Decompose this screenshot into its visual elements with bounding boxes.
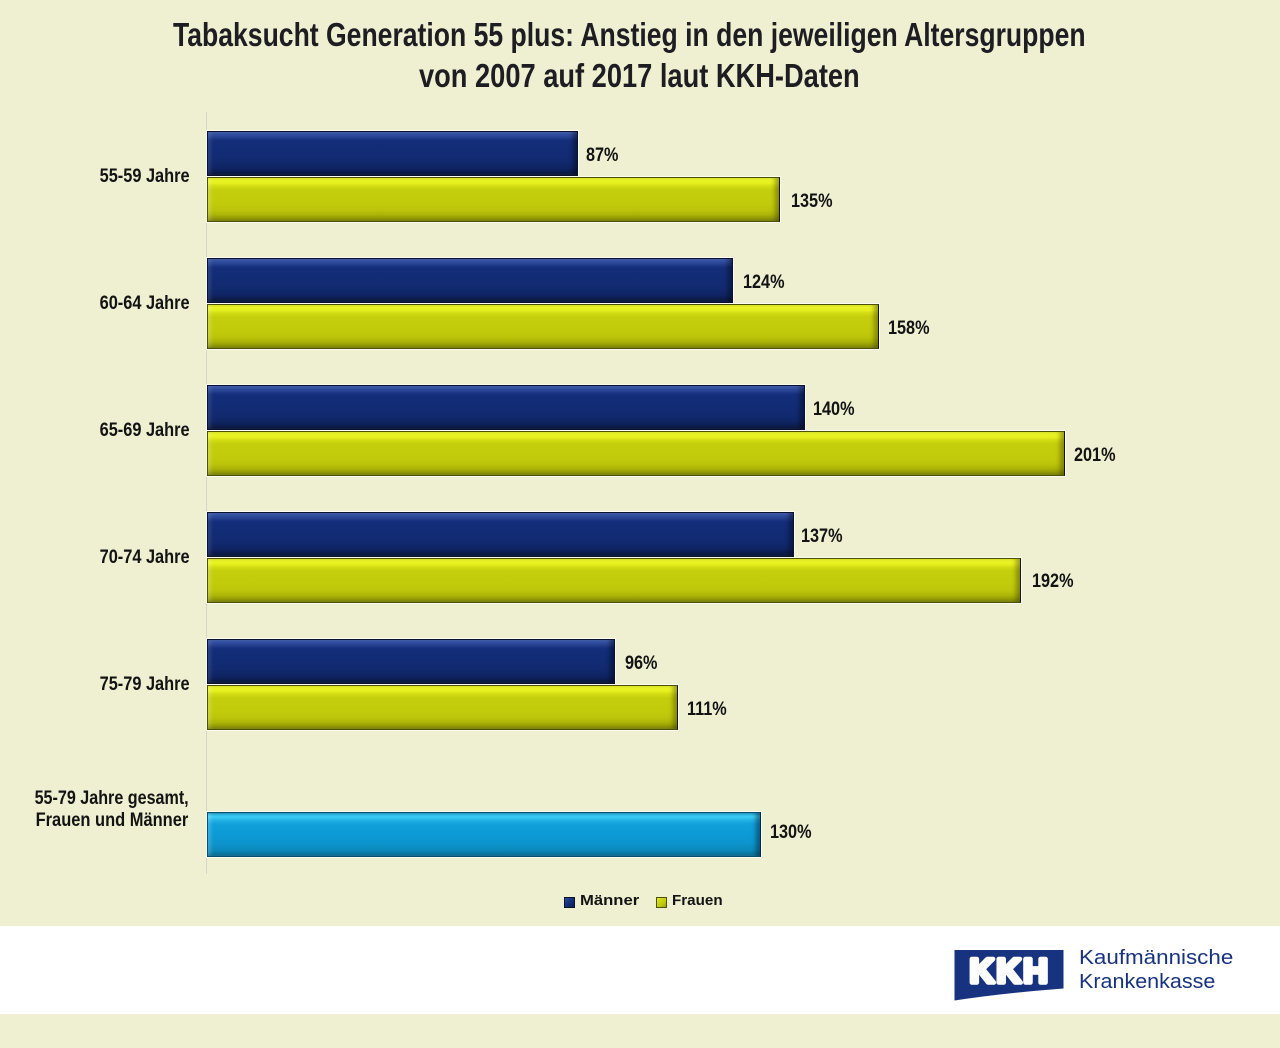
svg-text:KKH: KKH (970, 952, 1051, 990)
